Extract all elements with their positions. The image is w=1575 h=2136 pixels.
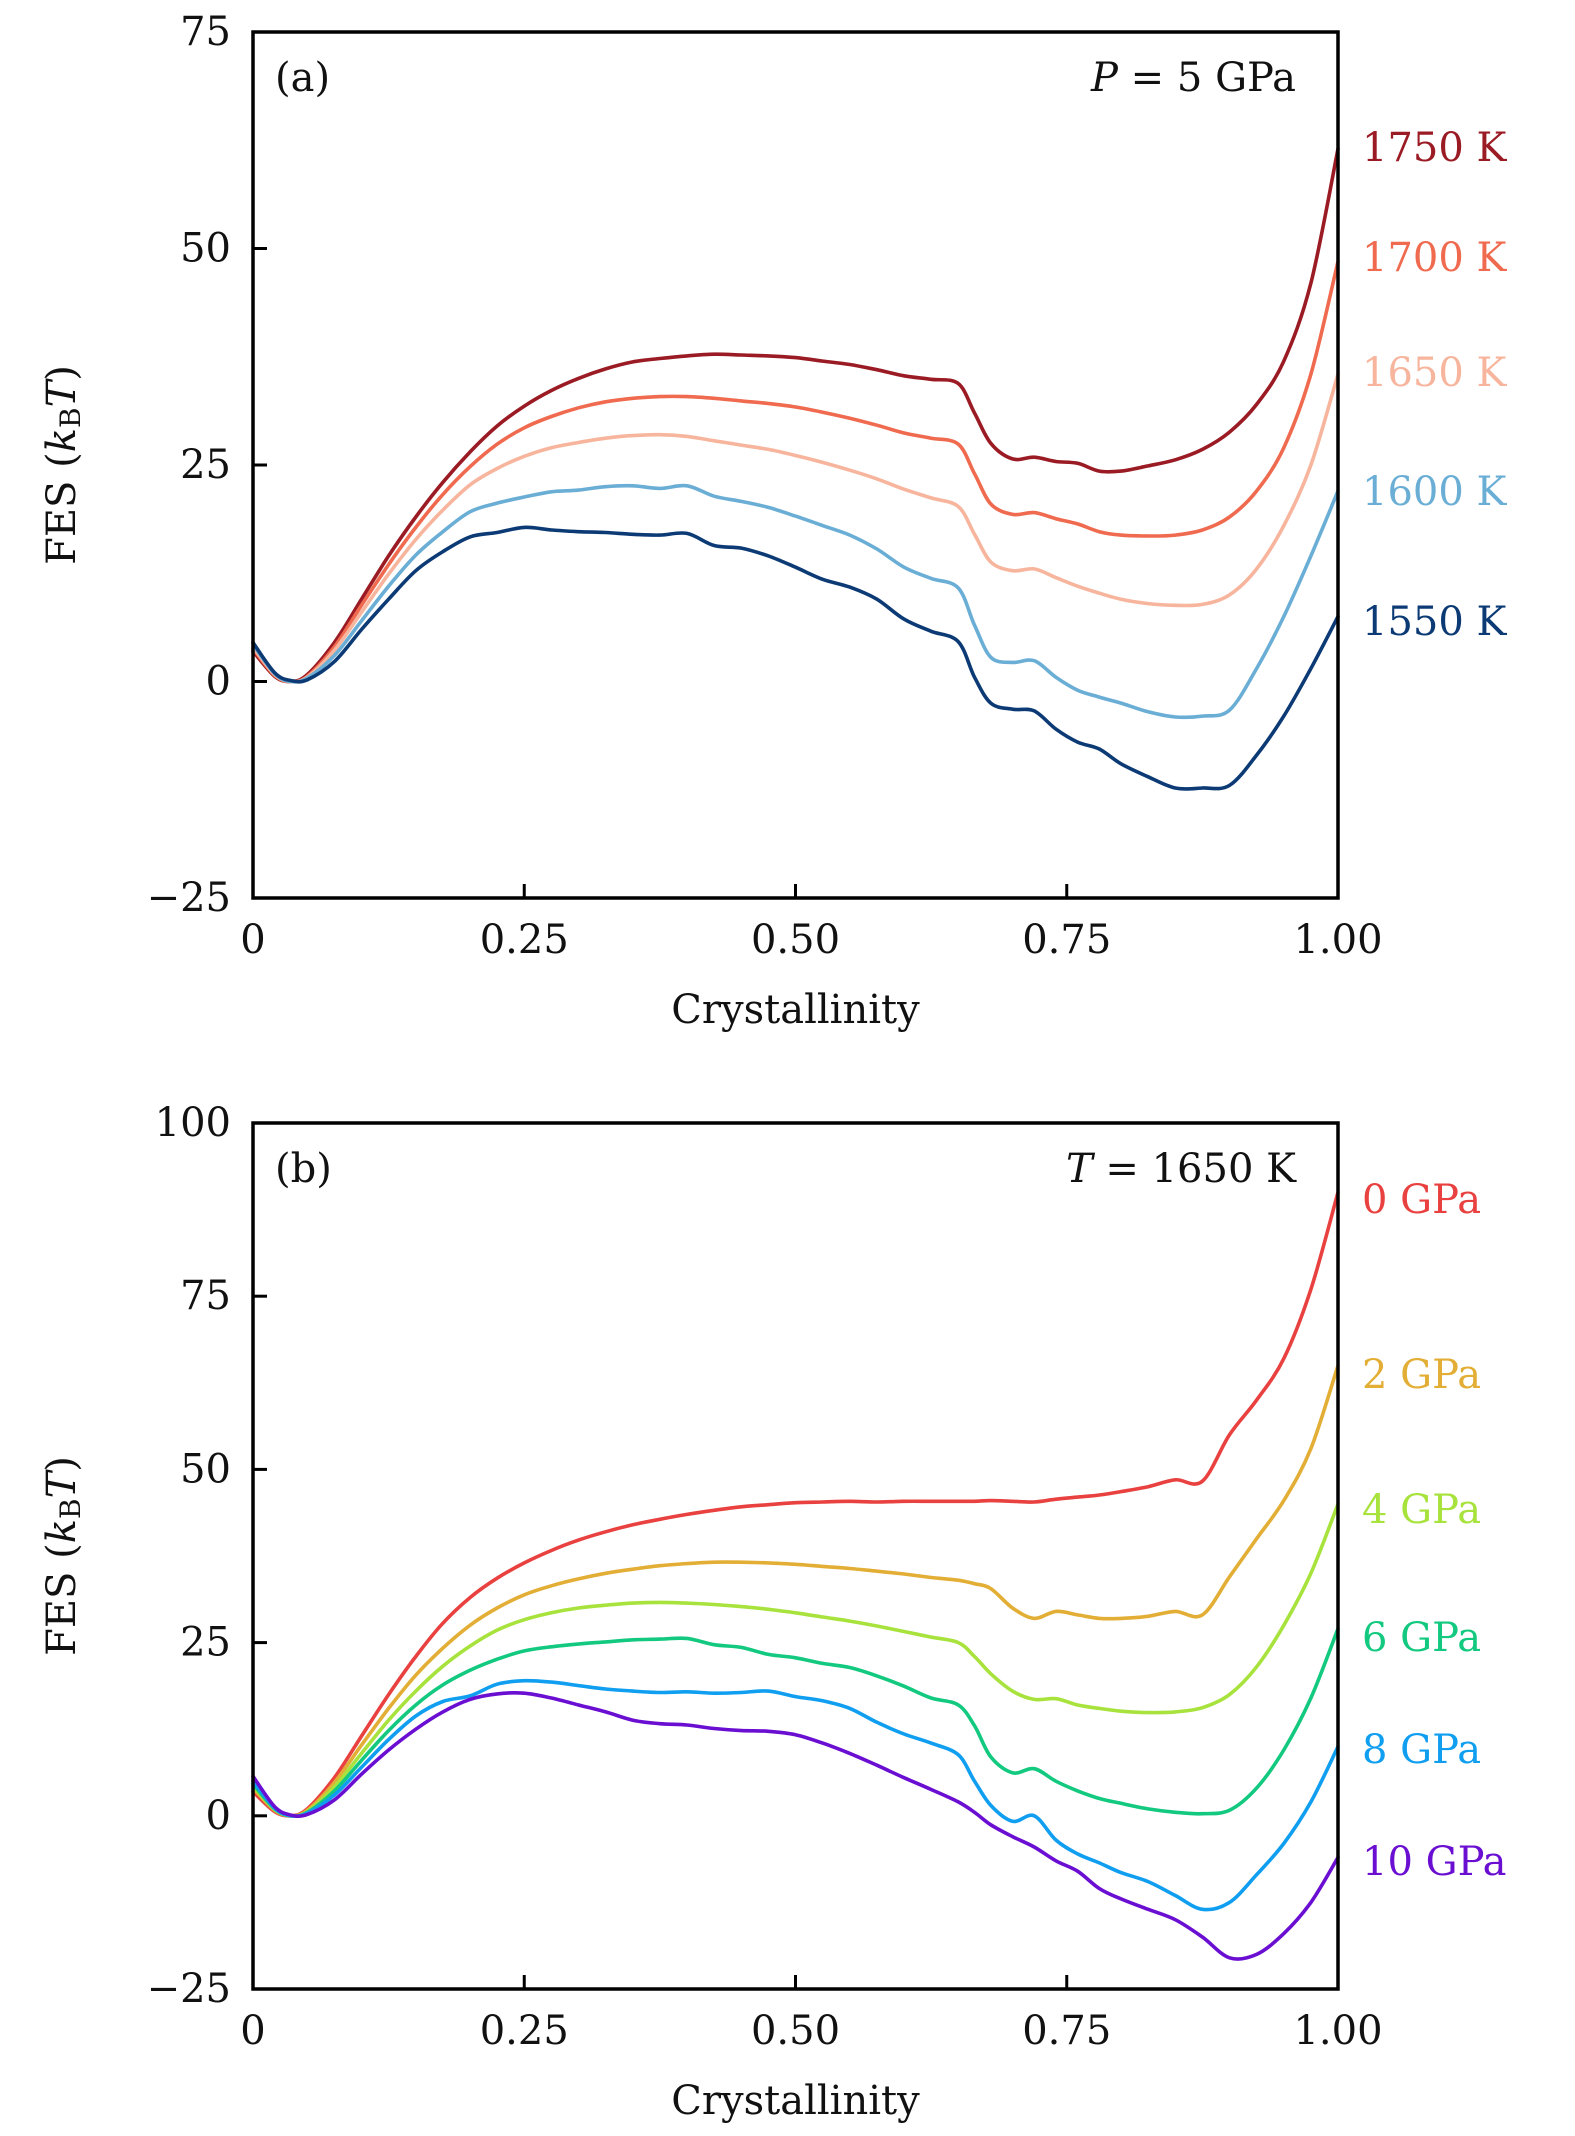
- y-tick-label: 50: [180, 226, 231, 272]
- y-tick-label: 100: [155, 1100, 231, 1146]
- y-tick-label: 25: [180, 1620, 231, 1666]
- y-axis-label: FES (kBT): [39, 1456, 87, 1656]
- series-line-4-gpa: [251, 1502, 1340, 1818]
- panel-tag: (a): [275, 55, 330, 101]
- plot-frame: [251, 1121, 1340, 1991]
- series-label: 1600 K: [1362, 469, 1508, 515]
- y-tick-label: 50: [180, 1446, 231, 1492]
- series-label: 2 GPa: [1362, 1352, 1481, 1398]
- x-tick-label: 0.50: [751, 2008, 840, 2054]
- x-axis-label: Crystallinity: [671, 987, 920, 1033]
- y-tick-label: 75: [180, 1273, 231, 1319]
- series-label: 1650 K: [1362, 350, 1508, 396]
- series-line-2-gpa: [251, 1363, 1340, 1818]
- y-tick-label: 25: [180, 442, 231, 488]
- series-label: 1550 K: [1362, 599, 1508, 645]
- series-label: 0 GPa: [1362, 1177, 1481, 1223]
- series-line-0-gpa: [251, 1190, 1340, 1818]
- y-axis-label: FES (kBT): [39, 365, 87, 565]
- condition-annotation: T = 1650 K: [1066, 1146, 1297, 1192]
- series-label: 4 GPa: [1362, 1487, 1481, 1533]
- x-tick-label: 1.00: [1293, 917, 1382, 963]
- panel-tag: (b): [275, 1146, 332, 1192]
- x-tick-label: 0: [240, 917, 265, 963]
- series-label: 1700 K: [1362, 235, 1508, 281]
- y-tick-label: −25: [147, 1966, 231, 2012]
- series-line-10-gpa: [251, 1691, 1340, 1961]
- y-tick-label: 0: [206, 1793, 231, 1839]
- x-tick-label: 0.25: [480, 2008, 569, 2054]
- x-tick-label: 1.00: [1293, 2008, 1382, 2054]
- series-line-1600-k: [251, 483, 1340, 720]
- series-label: 10 GPa: [1362, 1839, 1507, 1885]
- series-line-1550-k: [251, 525, 1340, 791]
- x-tick-label: 0: [240, 2008, 265, 2054]
- panel-a: 1750 K 1700 K 1650 K 1600 K 1550 K 0 0.25 0.50 0…: [39, 9, 1508, 1033]
- x-tick-label: 0.25: [480, 917, 569, 963]
- x-tick-label: 0.75: [1022, 2008, 1111, 2054]
- series-line-8-gpa: [251, 1678, 1340, 1912]
- series-line-1750-k: [251, 147, 1340, 684]
- series-line-1700-k: [251, 259, 1340, 684]
- series-label: 6 GPa: [1362, 1615, 1481, 1661]
- y-tick-label: 75: [180, 9, 231, 55]
- series-line-1650-k: [251, 372, 1340, 684]
- x-axis-label: Crystallinity: [671, 2078, 920, 2124]
- plot-frame: [251, 30, 1340, 900]
- panel-b: 0 GPa 2 GPa 4 GPa 6 GPa 8 GPa 10 GPa 0 0.25 0.50…: [39, 1100, 1507, 2124]
- series-line-6-gpa: [251, 1626, 1340, 1818]
- y-tick-label: −25: [147, 875, 231, 921]
- x-tick-label: 0.75: [1022, 917, 1111, 963]
- x-tick-label: 0.50: [751, 917, 840, 963]
- y-tick-label: 0: [206, 659, 231, 705]
- series-label: 8 GPa: [1362, 1727, 1481, 1773]
- condition-annotation: P = 5 GPa: [1090, 55, 1296, 101]
- series-label: 1750 K: [1362, 125, 1508, 171]
